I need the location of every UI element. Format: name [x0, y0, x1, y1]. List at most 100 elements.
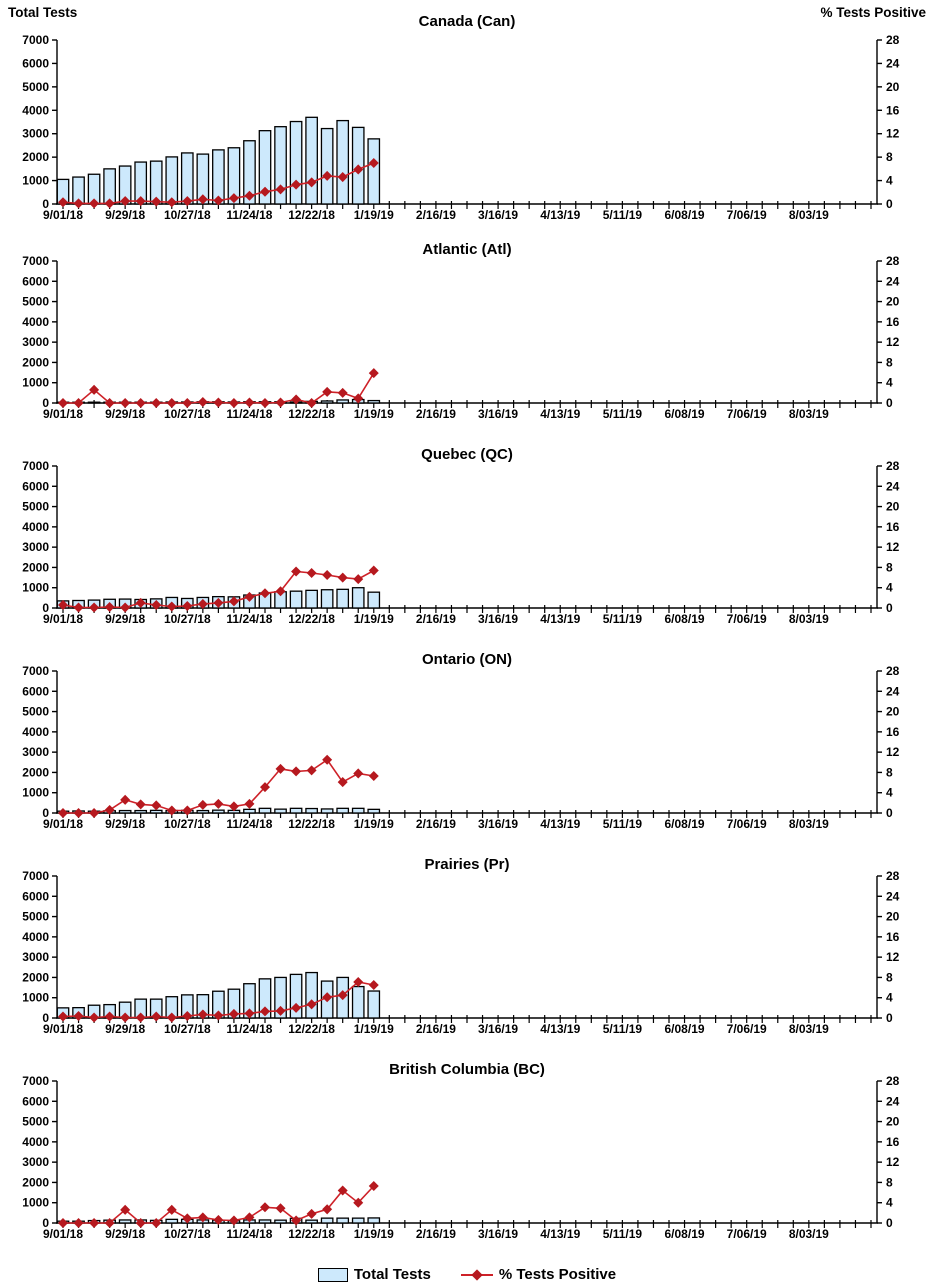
bar: [320, 808, 334, 814]
left-tick-label: 5000: [22, 705, 49, 719]
bar: [289, 590, 303, 609]
x-tick-label: 7/06/19: [727, 208, 767, 222]
marker: [353, 393, 364, 404]
bar: [320, 1217, 334, 1224]
marker: [151, 599, 162, 610]
marker: [306, 765, 317, 776]
right-tick-label: 0: [886, 396, 893, 410]
marker: [322, 570, 333, 581]
marker: [228, 801, 239, 812]
marker: [104, 397, 115, 409]
left-tick-label: 6000: [22, 889, 49, 903]
x-tick-label: 1/19/19: [354, 612, 394, 626]
marker: [135, 196, 146, 207]
right-tick-label: 20: [886, 910, 900, 924]
right-tick-label: 8: [886, 150, 893, 164]
left-tick-label: 5000: [22, 295, 49, 309]
marker: [89, 198, 100, 209]
x-tick-label: 6/08/19: [665, 1022, 705, 1036]
marker: [306, 177, 317, 188]
marker: [57, 197, 69, 208]
x-tick-label: 9/01/18: [43, 208, 83, 222]
marker: [73, 602, 84, 613]
left-tick-label: 5000: [22, 500, 49, 514]
x-tick-label: 4/13/19: [540, 1227, 580, 1241]
marker: [135, 1217, 146, 1229]
marker: [57, 1217, 69, 1229]
right-tick-label: 24: [886, 889, 900, 903]
bar: [258, 807, 272, 814]
marker: [322, 992, 333, 1003]
bar: [289, 120, 303, 205]
marker: [275, 586, 286, 597]
x-tick-label: 1/19/19: [354, 1022, 394, 1036]
bar: [243, 140, 256, 205]
x-tick-label: 7/06/19: [727, 612, 767, 626]
x-tick-label: 1/19/19: [354, 1227, 394, 1241]
right-tick-label: 16: [886, 930, 900, 944]
marker: [166, 1204, 177, 1215]
x-tick-label: 1/19/19: [354, 817, 394, 831]
left-tick-label: 7000: [22, 254, 49, 268]
bar: [289, 973, 303, 1019]
x-tick-label: 3/16/19: [478, 1022, 518, 1036]
left-tick-label: 3000: [22, 745, 49, 759]
marker: [197, 396, 208, 407]
marker: [244, 591, 255, 602]
left-tick-label: 3000: [22, 540, 49, 554]
chart-ontario: Ontario (ON) 0 1000 2000 3000 4000 5000 6000 700…: [22, 651, 899, 831]
right-tick-label: 0: [886, 197, 893, 211]
left-tick-label: 4000: [22, 1135, 49, 1149]
marker: [213, 195, 224, 206]
x-tick-label: 11/24/18: [226, 208, 272, 222]
pct-positive-markers: [57, 1180, 379, 1229]
marker: [182, 1010, 193, 1021]
marker: [259, 782, 271, 793]
bar: [258, 1219, 272, 1224]
bar: [351, 1217, 365, 1224]
left-tick-label: 3000: [22, 127, 49, 141]
left-tick-label: 1000: [22, 376, 49, 390]
left-tick-label: 5000: [22, 1115, 49, 1129]
bar: [367, 591, 381, 609]
left-axis-title: Total Tests: [8, 5, 77, 20]
x-tick-label: 3/16/19: [478, 612, 518, 626]
marker: [337, 990, 348, 1001]
marker: [306, 999, 317, 1010]
x-tick-label: 10/27/18: [164, 407, 211, 421]
marker: [244, 1212, 255, 1223]
right-tick-label: 12: [886, 950, 900, 964]
x-tick-label: 2/16/19: [416, 817, 456, 831]
chart-quebec: Quebec (QC) 0 1000 2000 3000 4000 5000 6000 7000…: [22, 446, 899, 626]
marker: [213, 597, 224, 608]
x-tick-label: 11/24/18: [226, 817, 272, 831]
left-tick-label: 0: [42, 396, 49, 410]
left-tick-label: 7000: [22, 869, 49, 883]
left-tick-label: 0: [42, 806, 49, 820]
chart-title: Atlantic (Atl): [422, 241, 511, 258]
right-tick-label: 4: [886, 786, 893, 800]
marker: [73, 807, 84, 819]
bar: [367, 399, 381, 404]
right-tick-label: 28: [886, 254, 900, 268]
pct-positive-markers: [57, 565, 379, 613]
right-tick-label: 16: [886, 1135, 900, 1149]
left-tick-label: 7000: [22, 459, 49, 473]
right-tick-label: 4: [886, 174, 893, 188]
x-tick-label: 9/29/18: [105, 612, 145, 626]
x-tick-label: 3/16/19: [478, 208, 518, 222]
legend-label-pct-positive: % Tests Positive: [498, 1266, 617, 1283]
right-tick-label: 8: [886, 765, 893, 779]
x-tick-label: 7/06/19: [727, 1022, 767, 1036]
x-tick-label: 9/01/18: [43, 407, 83, 421]
marker: [120, 794, 131, 805]
x-tick-label: 7/06/19: [727, 1227, 767, 1241]
x-tick-label: 12/22/18: [288, 208, 335, 222]
marker: [213, 1214, 224, 1225]
chart-section-quebec: Quebec (QC) 0 1000 2000 3000 4000 5000 6000 7000…: [0, 442, 934, 647]
left-tick-label: 2000: [22, 765, 49, 779]
right-tick-label: 0: [886, 601, 893, 615]
marker: [197, 1009, 208, 1020]
bar: [367, 1217, 381, 1224]
x-tick-label: 6/08/19: [665, 612, 705, 626]
